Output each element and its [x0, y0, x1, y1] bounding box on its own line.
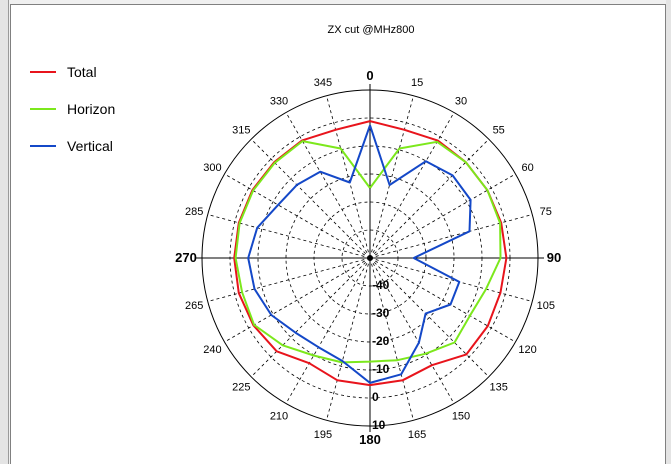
angle-label: 60	[521, 162, 533, 174]
grid-spoke	[326, 95, 371, 259]
grid-spoke	[369, 257, 490, 378]
legend-label-horizon: Horizon	[67, 101, 115, 117]
grid-spoke	[326, 257, 371, 421]
angle-label: 105	[537, 300, 555, 312]
radial-label: -40	[372, 278, 390, 292]
series-line-horizon	[234, 140, 502, 364]
angle-label: 120	[518, 344, 536, 356]
angle-label: 225	[232, 382, 250, 394]
grid-spoke	[369, 257, 533, 302]
left-splitter[interactable]	[0, 0, 9, 464]
grid-spoke	[207, 257, 371, 302]
radial-label: 10	[372, 418, 386, 432]
grid-spoke	[369, 257, 455, 404]
angle-label: 150	[452, 411, 470, 423]
angle-label: 265	[185, 300, 203, 312]
angle-label: 15	[411, 77, 423, 89]
angle-label: 0	[366, 68, 373, 83]
grid-spoke	[224, 173, 371, 259]
angle-label: 210	[270, 411, 288, 423]
grid-spoke	[250, 257, 371, 378]
angle-label: 135	[490, 382, 508, 394]
radial-label: -30	[372, 306, 390, 320]
series-layer	[233, 120, 508, 387]
angle-label: 195	[314, 429, 332, 441]
grid-spoke	[369, 95, 414, 259]
radial-label: 0	[372, 390, 379, 404]
grid-spoke	[369, 173, 516, 259]
axis-labels: 0 15 30 55 60 75 90 105 120 135 150 165 180 195 210 225…	[175, 68, 561, 447]
angle-label: 75	[540, 206, 552, 218]
angle-label: 55	[493, 124, 505, 136]
grid-spoke	[369, 257, 414, 421]
grid-spoke	[369, 112, 455, 259]
angle-label: 330	[270, 95, 288, 107]
angle-label: 300	[203, 162, 221, 174]
angle-label: 270	[175, 250, 197, 265]
legend-label-vertical: Vertical	[67, 138, 113, 154]
grid-spoke	[285, 112, 371, 259]
grid-spoke	[369, 257, 516, 343]
grid-spoke	[250, 138, 371, 259]
angle-label: 345	[314, 77, 332, 89]
polar-grid	[196, 84, 544, 432]
angle-label: 30	[455, 95, 467, 107]
angle-label: 180	[359, 432, 381, 447]
series-line-vertical	[247, 124, 472, 384]
angle-label: 90	[547, 250, 561, 265]
legend-label-total: Total	[67, 64, 97, 80]
angle-label: 315	[232, 124, 250, 136]
angle-label: 240	[203, 344, 221, 356]
grid-spoke	[207, 214, 371, 259]
grid-spoke	[224, 257, 371, 343]
grid-spoke	[369, 138, 490, 259]
chart-panel	[10, 4, 666, 464]
grid-spoke	[369, 214, 533, 259]
radial-label: -10	[372, 362, 390, 376]
legend: Total Horizon Vertical	[30, 64, 115, 154]
angle-label: 165	[408, 429, 426, 441]
grid-spoke	[285, 257, 371, 404]
chart-title: ZX cut @MHz800	[328, 24, 415, 36]
angle-label: 285	[185, 206, 203, 218]
right-edge	[666, 0, 671, 464]
radial-label: -20	[372, 334, 390, 348]
